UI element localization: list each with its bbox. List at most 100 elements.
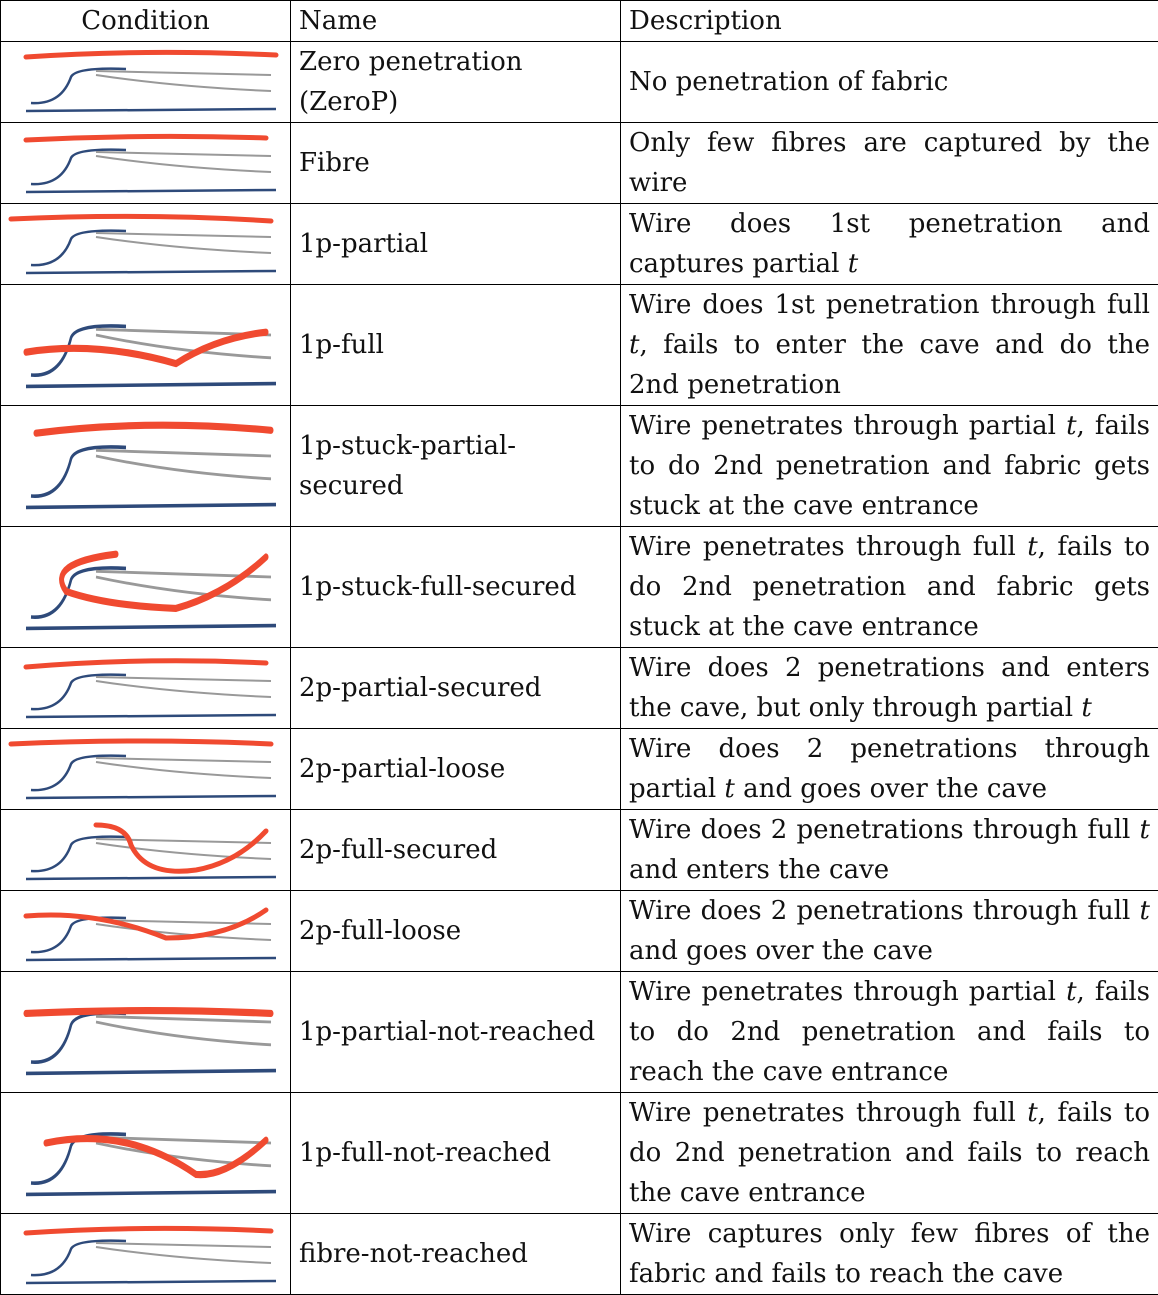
sketch-fabric [96,1016,271,1045]
description-text: , fails to enter the cave and do the 2nd… [629,330,1150,400]
sketch-base [26,877,276,879]
sketch-cave [31,447,126,496]
description-text: Wire penetrates through full [629,532,1027,562]
sketch-wire [26,52,276,57]
description-text: and enters the cave [629,855,889,885]
sketch-wire [26,1011,271,1014]
description-cell: Wire captures only few fibres of the fab… [621,1214,1158,1295]
description-cell: Wire penetrates through partial t, fails… [621,406,1158,527]
condition-sketch [6,734,286,804]
sketch-cave [31,675,126,709]
conditions-table: Condition Name Description Zero penetrat… [0,0,1158,1295]
description-cell: Wire penetrates through full t, fails to… [621,1093,1158,1214]
sketch-cave [31,756,126,790]
sketch-wire [96,825,266,871]
sketch-fabric [96,450,271,479]
description-text: Wire does 1st penetration and captures p… [629,209,1150,279]
sketch-cave [31,69,126,103]
description-cell: Wire penetrates through full t, fails to… [621,527,1158,648]
description-text: t [848,249,858,279]
description-text: and goes over the cave [629,936,933,966]
sketch-wire [26,1228,271,1233]
sketch-cave [31,231,126,265]
description-cell: Wire does 2 penetrations through full t … [621,891,1158,972]
description-text: Only few fibres are captured by the wire [629,128,1150,198]
condition-cell [1,729,291,810]
header-cell: Condition [1,1,291,42]
sketch-base [26,1281,276,1283]
sketch-fabric [96,1243,271,1263]
sketch-base [26,715,276,717]
name-cell: 2p-partial-secured [291,648,621,729]
sketch-wire [11,216,271,221]
name-cell: 1p-stuck-partial-secured [291,406,621,527]
sketch-base [26,271,276,273]
condition-cell [1,648,291,729]
name-cell: Fibre [291,123,621,204]
condition-sketch [6,416,286,516]
description-text: Wire does 2 penetrations and enters the … [629,653,1150,723]
sketch-base [26,109,276,111]
sketch-wire [46,1139,266,1175]
description-cell: Only few fibres are captured by the wire [621,123,1158,204]
header-row: Condition Name Description [1,1,1158,42]
description-text: Wire penetrates through partial [629,977,1066,1007]
sketch-base [26,190,276,192]
table-body: Zero penetration (ZeroP)No penetration o… [1,42,1158,1295]
description-text: t [1081,693,1091,723]
description-text: Wire does 2 penetrations through full [629,815,1140,845]
description-text: t [1066,411,1076,441]
sketch-fabric [96,152,271,172]
sketch-base [26,626,276,629]
description-text: and goes over the cave [735,774,1047,804]
description-text: Wire does 1st penetration through full [629,290,1150,320]
condition-sketch [6,47,286,117]
name-cell: 1p-stuck-full-secured [291,527,621,648]
condition-cell [1,204,291,285]
condition-cell [1,972,291,1093]
condition-sketch [6,209,286,279]
sketch-cave [31,1013,126,1062]
condition-sketch [6,128,286,198]
description-text: t [629,330,639,360]
condition-sketch [6,537,286,637]
condition-cell [1,527,291,648]
condition-sketch [6,653,286,723]
sketch-cave [31,837,126,871]
condition-sketch [6,295,286,395]
description-cell: Wire does 1st penetration through full t… [621,285,1158,406]
description-text: Wire penetrates through partial [629,411,1066,441]
table-header: Condition Name Description [1,1,1158,42]
sketch-wire [11,741,271,744]
condition-cell [1,42,291,123]
condition-sketch [6,896,286,966]
condition-sketch [6,815,286,885]
condition-cell [1,1214,291,1295]
sketch-wire [36,425,271,433]
description-text: t [1027,532,1037,562]
name-cell: 2p-full-loose [291,891,621,972]
sketch-base [26,505,276,508]
description-cell: No penetration of fabric [621,42,1158,123]
description-cell: Wire does 2 penetrations through partial… [621,729,1158,810]
name-cell: 2p-partial-loose [291,729,621,810]
name-cell: 1p-full [291,285,621,406]
sketch-fabric [96,233,271,253]
description-text: t [1140,815,1150,845]
table-row: Zero penetration (ZeroP)No penetration o… [1,42,1158,123]
name-cell: 2p-full-secured [291,810,621,891]
sketch-fabric [96,677,271,697]
condition-cell [1,1093,291,1214]
condition-cell [1,810,291,891]
header-cell: Name [291,1,621,42]
sketch-cave [31,150,126,184]
description-text: t [1027,1098,1037,1128]
description-text: Wire captures only few fibres of the fab… [629,1219,1150,1289]
